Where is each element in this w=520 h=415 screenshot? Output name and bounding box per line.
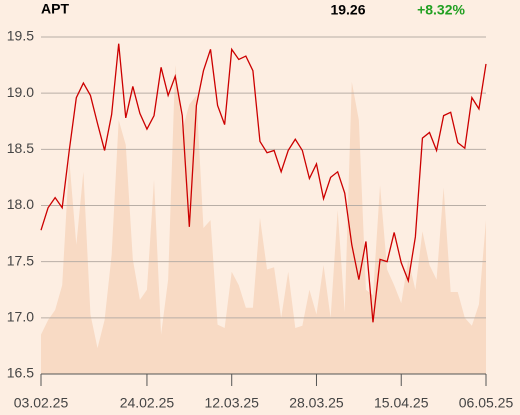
chart-title: APT	[41, 1, 69, 17]
x-tick-label: 12.03.25	[204, 395, 259, 411]
y-tick-label: 19.5	[7, 28, 34, 44]
y-tick-label: 17.5	[7, 252, 34, 268]
x-tick-label: 03.02.25	[14, 395, 69, 411]
y-tick-label: 18.0	[7, 196, 34, 212]
change: +8.32%	[417, 2, 465, 18]
x-tick-label: 06.05.25	[459, 395, 514, 411]
x-tick-label: 15.04.25	[374, 395, 429, 411]
price: 19.26	[330, 2, 365, 18]
x-tick-label: 24.02.25	[120, 395, 175, 411]
x-tick-label: 28.03.25	[289, 395, 344, 411]
y-tick-label: 18.5	[7, 140, 34, 156]
y-tick-label: 17.0	[7, 309, 34, 325]
y-tick-label: 16.5	[7, 365, 34, 381]
price-line	[40, 43, 487, 323]
y-tick-label: 19.0	[7, 84, 34, 100]
volume-area	[41, 65, 486, 374]
